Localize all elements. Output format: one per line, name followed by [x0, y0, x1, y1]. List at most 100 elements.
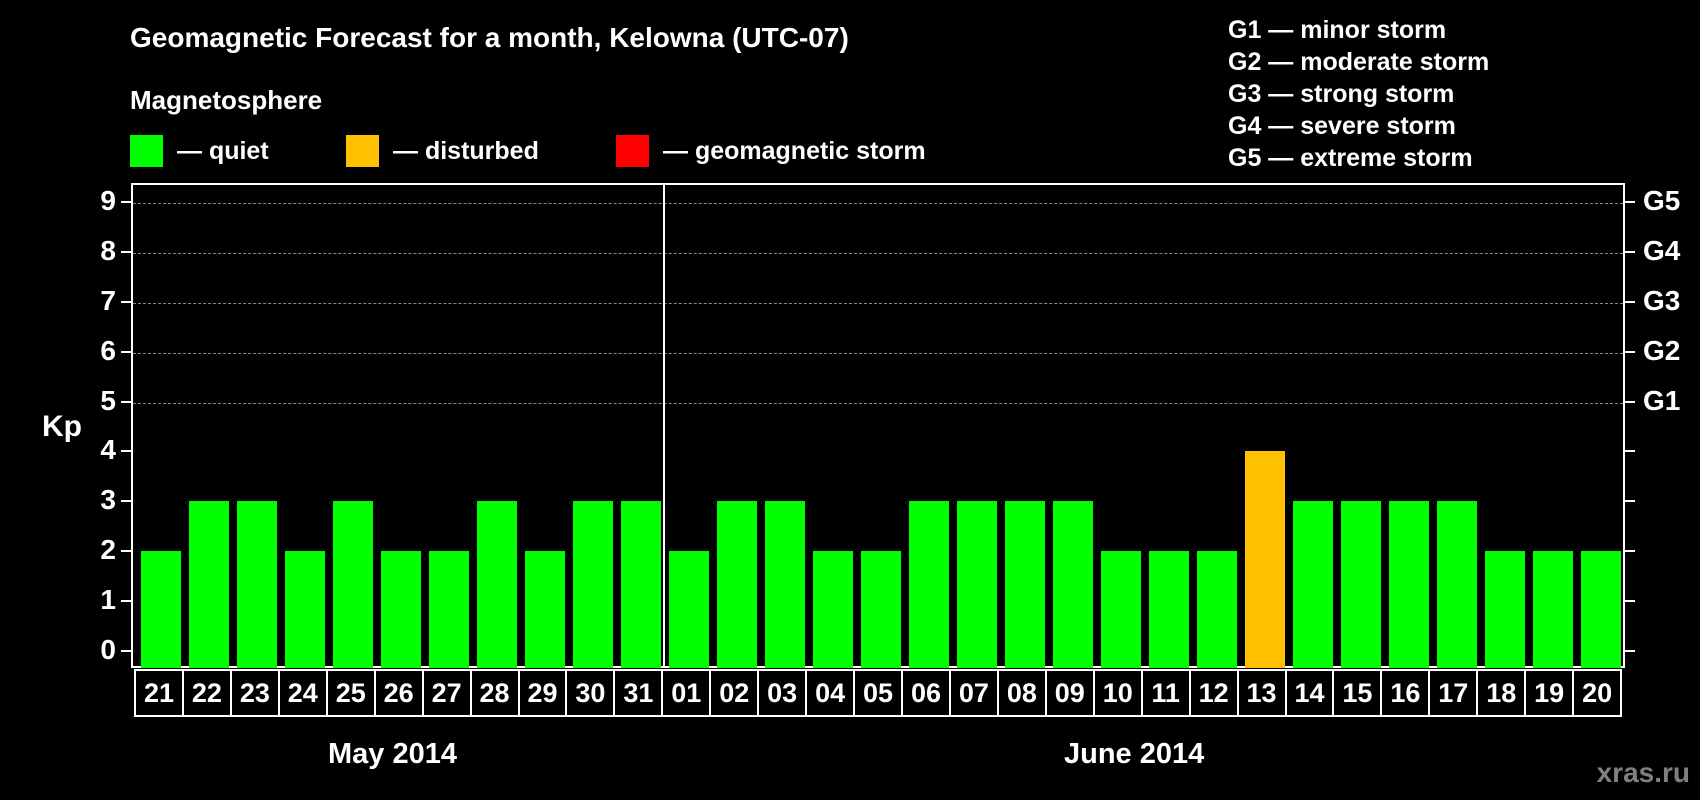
month-label-june: June 2014 [1064, 738, 1205, 770]
day-label-21: 21 [136, 671, 184, 715]
y-tick [121, 400, 131, 403]
right-tick [1625, 300, 1635, 303]
kp-bar-16 [1389, 501, 1429, 668]
kp-bar-14 [1293, 501, 1333, 668]
day-label-20: 20 [1582, 677, 1613, 708]
y-axis-label: Kp [42, 410, 82, 443]
y-tick-label: 6 [100, 334, 116, 366]
kp-bar-28 [477, 501, 517, 668]
kp-bar-09 [1053, 501, 1093, 668]
grid-line [133, 402, 1623, 404]
right-tick [1625, 550, 1635, 553]
kp-bar-19 [1533, 551, 1573, 668]
y-tick [121, 250, 131, 253]
y-tick [121, 350, 131, 353]
disturbed-swatch-icon [346, 135, 379, 167]
day-label-10: 10 [1095, 671, 1143, 715]
y-tick-label: 3 [100, 484, 116, 516]
day-label-13: 13 [1239, 671, 1287, 715]
day-label-07: 07 [951, 671, 999, 715]
y-tick [121, 450, 131, 453]
day-label-30: 30 [567, 671, 616, 715]
kp-bar-11 [1149, 551, 1189, 668]
day-label-23: 23 [232, 671, 280, 715]
kp-bar-24 [285, 551, 325, 668]
grid-line [133, 352, 1623, 354]
kp-bar-06 [909, 501, 949, 668]
right-tick [1625, 600, 1635, 603]
day-label-06: 06 [903, 671, 951, 715]
y-tick [121, 550, 131, 553]
day-label-09: 09 [1047, 671, 1095, 715]
kp-bar-17 [1437, 501, 1477, 668]
kp-bar-10 [1101, 551, 1141, 668]
kp-bar-26 [381, 551, 421, 668]
quiet-swatch-icon [130, 135, 163, 167]
storm-level-g3: G3 — strong storm [1228, 80, 1455, 108]
kp-bar-07 [957, 501, 997, 668]
day-label-18: 18 [1478, 671, 1527, 715]
g-level-label: G3 [1643, 284, 1681, 316]
day-axis: 21 22 23 24 25 26 27 28 29 30 31 01 02 03 04 05 06 07 08 09… [134, 669, 1622, 717]
day-label-04: 04 [807, 671, 856, 715]
kp-bar-18 [1485, 551, 1525, 668]
y-tick-label: 8 [100, 234, 116, 266]
day-label-28: 28 [472, 671, 520, 715]
legend-quiet-label: — quiet [177, 136, 269, 165]
chart-subtitle: Magnetosphere [130, 85, 323, 115]
kp-bar-12 [1197, 551, 1237, 668]
legend-disturbed: — disturbed [346, 135, 539, 167]
right-tick [1625, 400, 1635, 403]
month-label-may: May 2014 [328, 738, 457, 770]
legend-quiet: — quiet [130, 135, 269, 167]
g-level-label: G2 [1643, 334, 1681, 366]
legend-storm: — geomagnetic storm [616, 135, 926, 167]
y-tick [121, 650, 131, 652]
day-label-31: 31 [615, 671, 664, 715]
day-label-05: 05 [855, 671, 903, 715]
y-tick [121, 201, 131, 203]
day-label-19: 19 [1526, 671, 1575, 715]
day-label-16: 16 [1382, 671, 1431, 715]
legend-disturbed-label: — disturbed [393, 136, 539, 165]
kp-bar-20 [1581, 551, 1621, 668]
g-level-label: G5 [1643, 185, 1681, 216]
kp-bar-04 [813, 551, 853, 668]
watermark: xras.ru [1596, 757, 1690, 788]
kp-bar-31 [621, 501, 661, 668]
kp-bar-13 [1245, 451, 1285, 668]
storm-swatch-icon [616, 135, 649, 167]
kp-bar-21 [141, 551, 181, 668]
day-label-15: 15 [1334, 671, 1383, 715]
y-tick [121, 300, 131, 303]
month-divider [663, 185, 665, 666]
day-label-27: 27 [424, 671, 472, 715]
y-tick-label: 5 [100, 384, 116, 416]
day-label-01: 01 [663, 671, 712, 715]
kp-bar-22 [189, 501, 229, 668]
y-tick-label: 1 [100, 584, 116, 616]
g-level-label: G1 [1643, 384, 1681, 416]
day-label-12: 12 [1191, 671, 1239, 715]
grid-line [133, 302, 1623, 304]
y-tick [121, 500, 131, 503]
y-tick-label: 7 [100, 284, 116, 316]
right-tick [1625, 650, 1635, 652]
grid-line [133, 252, 1623, 254]
right-tick [1625, 350, 1635, 353]
storm-level-g2: G2 — moderate storm [1228, 48, 1490, 76]
storm-level-g1: G1 — minor storm [1228, 16, 1447, 44]
kp-bar-08 [1005, 501, 1045, 668]
kp-bar-30 [573, 501, 613, 668]
storm-level-legend: G1 — minor storm G2 — moderate storm G3 … [1228, 14, 1489, 174]
kp-bar-03 [765, 501, 805, 668]
kp-bar-01 [669, 551, 709, 668]
kp-bar-02 [717, 501, 757, 668]
right-tick [1625, 201, 1635, 203]
y-tick-label: 0 [100, 634, 116, 665]
y-tick-label: 2 [100, 534, 116, 566]
storm-level-g5: G5 — extreme storm [1228, 144, 1473, 172]
kp-bar-29 [525, 551, 565, 668]
day-label-22: 22 [184, 671, 232, 715]
kp-bar-27 [429, 551, 469, 668]
